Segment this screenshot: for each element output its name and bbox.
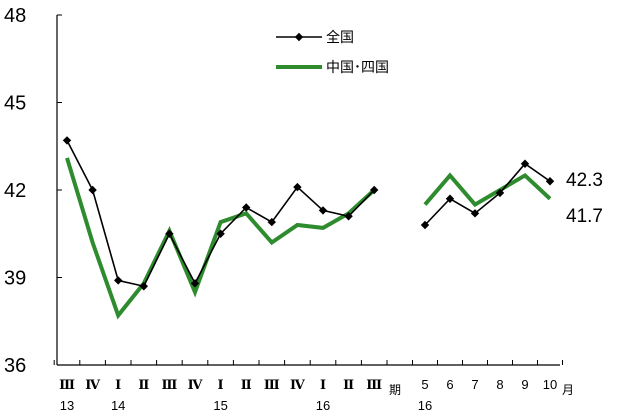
x-tick-label: Ⅳ [188, 378, 203, 393]
legend-label-chugoku-shikoku: 中国･四国 [326, 60, 389, 76]
x-tick-label: Ⅱ [343, 378, 354, 393]
x-tick-label: 5 [421, 377, 428, 392]
data-point-marker [88, 185, 97, 195]
data-point-marker [520, 159, 530, 168]
data-point-marker [267, 217, 276, 227]
data-point-marker [114, 276, 123, 285]
end-labels: 42.3 41.7 [566, 170, 603, 227]
x-tick-label: Ⅲ [161, 378, 177, 393]
x-unit-label-quarter: 期 [389, 383, 401, 397]
data-point-marker [165, 229, 174, 238]
data-point-marker [293, 182, 302, 192]
data-point-marker [420, 220, 430, 230]
x-tick-label: Ⅳ [290, 378, 305, 393]
data-point-marker [139, 282, 148, 291]
series-lines [65, 140, 552, 320]
data-point-marker [242, 203, 251, 212]
series-line-national-monthly [424, 162, 551, 226]
y-tick-label: 42 [4, 180, 26, 202]
x-tick-label: 7 [471, 377, 478, 392]
x-tick-label: Ⅲ [264, 378, 280, 393]
end-label-chugoku-shikoku: 41.7 [566, 206, 603, 227]
x-year-label: 14 [111, 398, 125, 412]
data-point-marker [495, 188, 505, 198]
legend-marker-national [294, 32, 304, 42]
data-point-marker [318, 206, 328, 215]
x-tick-label: Ⅲ [366, 378, 382, 393]
x-tick-label: 9 [521, 377, 528, 392]
series-line-national-quarterly [66, 140, 375, 288]
end-label-national: 42.3 [566, 170, 603, 191]
x-tick-label: Ⅰ [320, 378, 326, 393]
series-markers [62, 136, 555, 291]
data-point-marker [190, 279, 200, 288]
x-year-label: 15 [213, 398, 227, 412]
series-line-chugoku-shikoku-quarterly [65, 157, 376, 320]
y-tick-label: 45 [4, 93, 26, 115]
x-tick-label: Ⅳ [85, 378, 100, 393]
x-unit-label-month: 月 [562, 383, 574, 397]
data-point-marker [370, 185, 379, 195]
x-tick-label: Ⅱ [241, 378, 252, 393]
y-axis-ticks: 36 39 42 45 48 [4, 5, 62, 377]
x-tick-label: Ⅰ [218, 378, 224, 393]
data-point-marker [545, 177, 555, 186]
x-tick-label: 10 [543, 377, 557, 392]
data-point-marker [62, 136, 72, 145]
x-year-label: 16 [418, 398, 432, 412]
x-tick-label: 8 [496, 377, 503, 392]
data-point-marker [445, 194, 455, 203]
x-year-label: 16 [316, 398, 330, 412]
x-tick-label: Ⅲ [59, 378, 75, 393]
x-year-label: 13 [60, 398, 74, 412]
series-line-chugoku-shikoku-monthly [423, 172, 552, 208]
y-tick-label: 39 [4, 268, 26, 290]
legend-label-national: 全国 [326, 29, 354, 46]
x-tick-label: 6 [446, 377, 453, 392]
x-tick-label: Ⅰ [115, 378, 121, 393]
x-tick-label: Ⅱ [138, 378, 149, 393]
data-point-marker [344, 212, 353, 221]
data-point-marker [216, 229, 225, 238]
y-tick-label: 36 [4, 355, 26, 377]
data-point-marker [470, 209, 480, 218]
y-tick-label: 48 [4, 5, 26, 27]
